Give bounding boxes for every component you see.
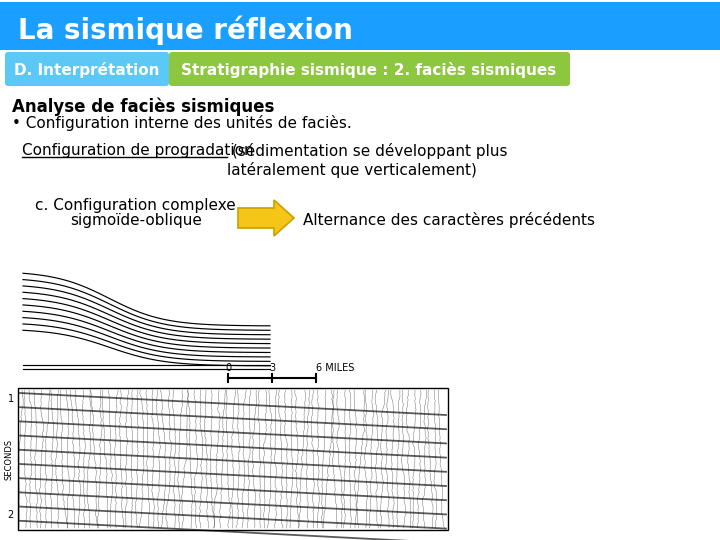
Text: SECONDS: SECONDS xyxy=(5,438,14,480)
Text: Analyse de faciès sismiques: Analyse de faciès sismiques xyxy=(12,97,274,116)
Text: 1: 1 xyxy=(8,394,14,404)
Text: Stratigraphie sismique : 2. faciès sismiques: Stratigraphie sismique : 2. faciès sismi… xyxy=(181,62,557,78)
Text: (sédimentation se développant plus
latéralement que verticalement): (sédimentation se développant plus latér… xyxy=(227,143,508,178)
Text: • Configuration interne des unités de faciès.: • Configuration interne des unités de fa… xyxy=(12,115,352,131)
FancyBboxPatch shape xyxy=(0,2,720,50)
Text: 2: 2 xyxy=(8,510,14,520)
Polygon shape xyxy=(238,200,294,236)
Text: c. Configuration complexe: c. Configuration complexe xyxy=(35,198,235,213)
Text: 6 MILES: 6 MILES xyxy=(316,363,354,373)
Bar xyxy=(18,388,448,530)
Text: Alternance des caractères précédents: Alternance des caractères précédents xyxy=(303,212,595,228)
Text: D. Interprétation: D. Interprétation xyxy=(14,62,160,78)
Text: 0: 0 xyxy=(225,363,231,373)
Text: 3: 3 xyxy=(269,363,275,373)
Text: Configuration de progradation: Configuration de progradation xyxy=(22,143,253,158)
Text: sigmoïde-oblique: sigmoïde-oblique xyxy=(70,213,202,228)
FancyBboxPatch shape xyxy=(5,52,169,86)
Text: La sismique réflexion: La sismique réflexion xyxy=(18,15,353,45)
FancyBboxPatch shape xyxy=(169,52,570,86)
